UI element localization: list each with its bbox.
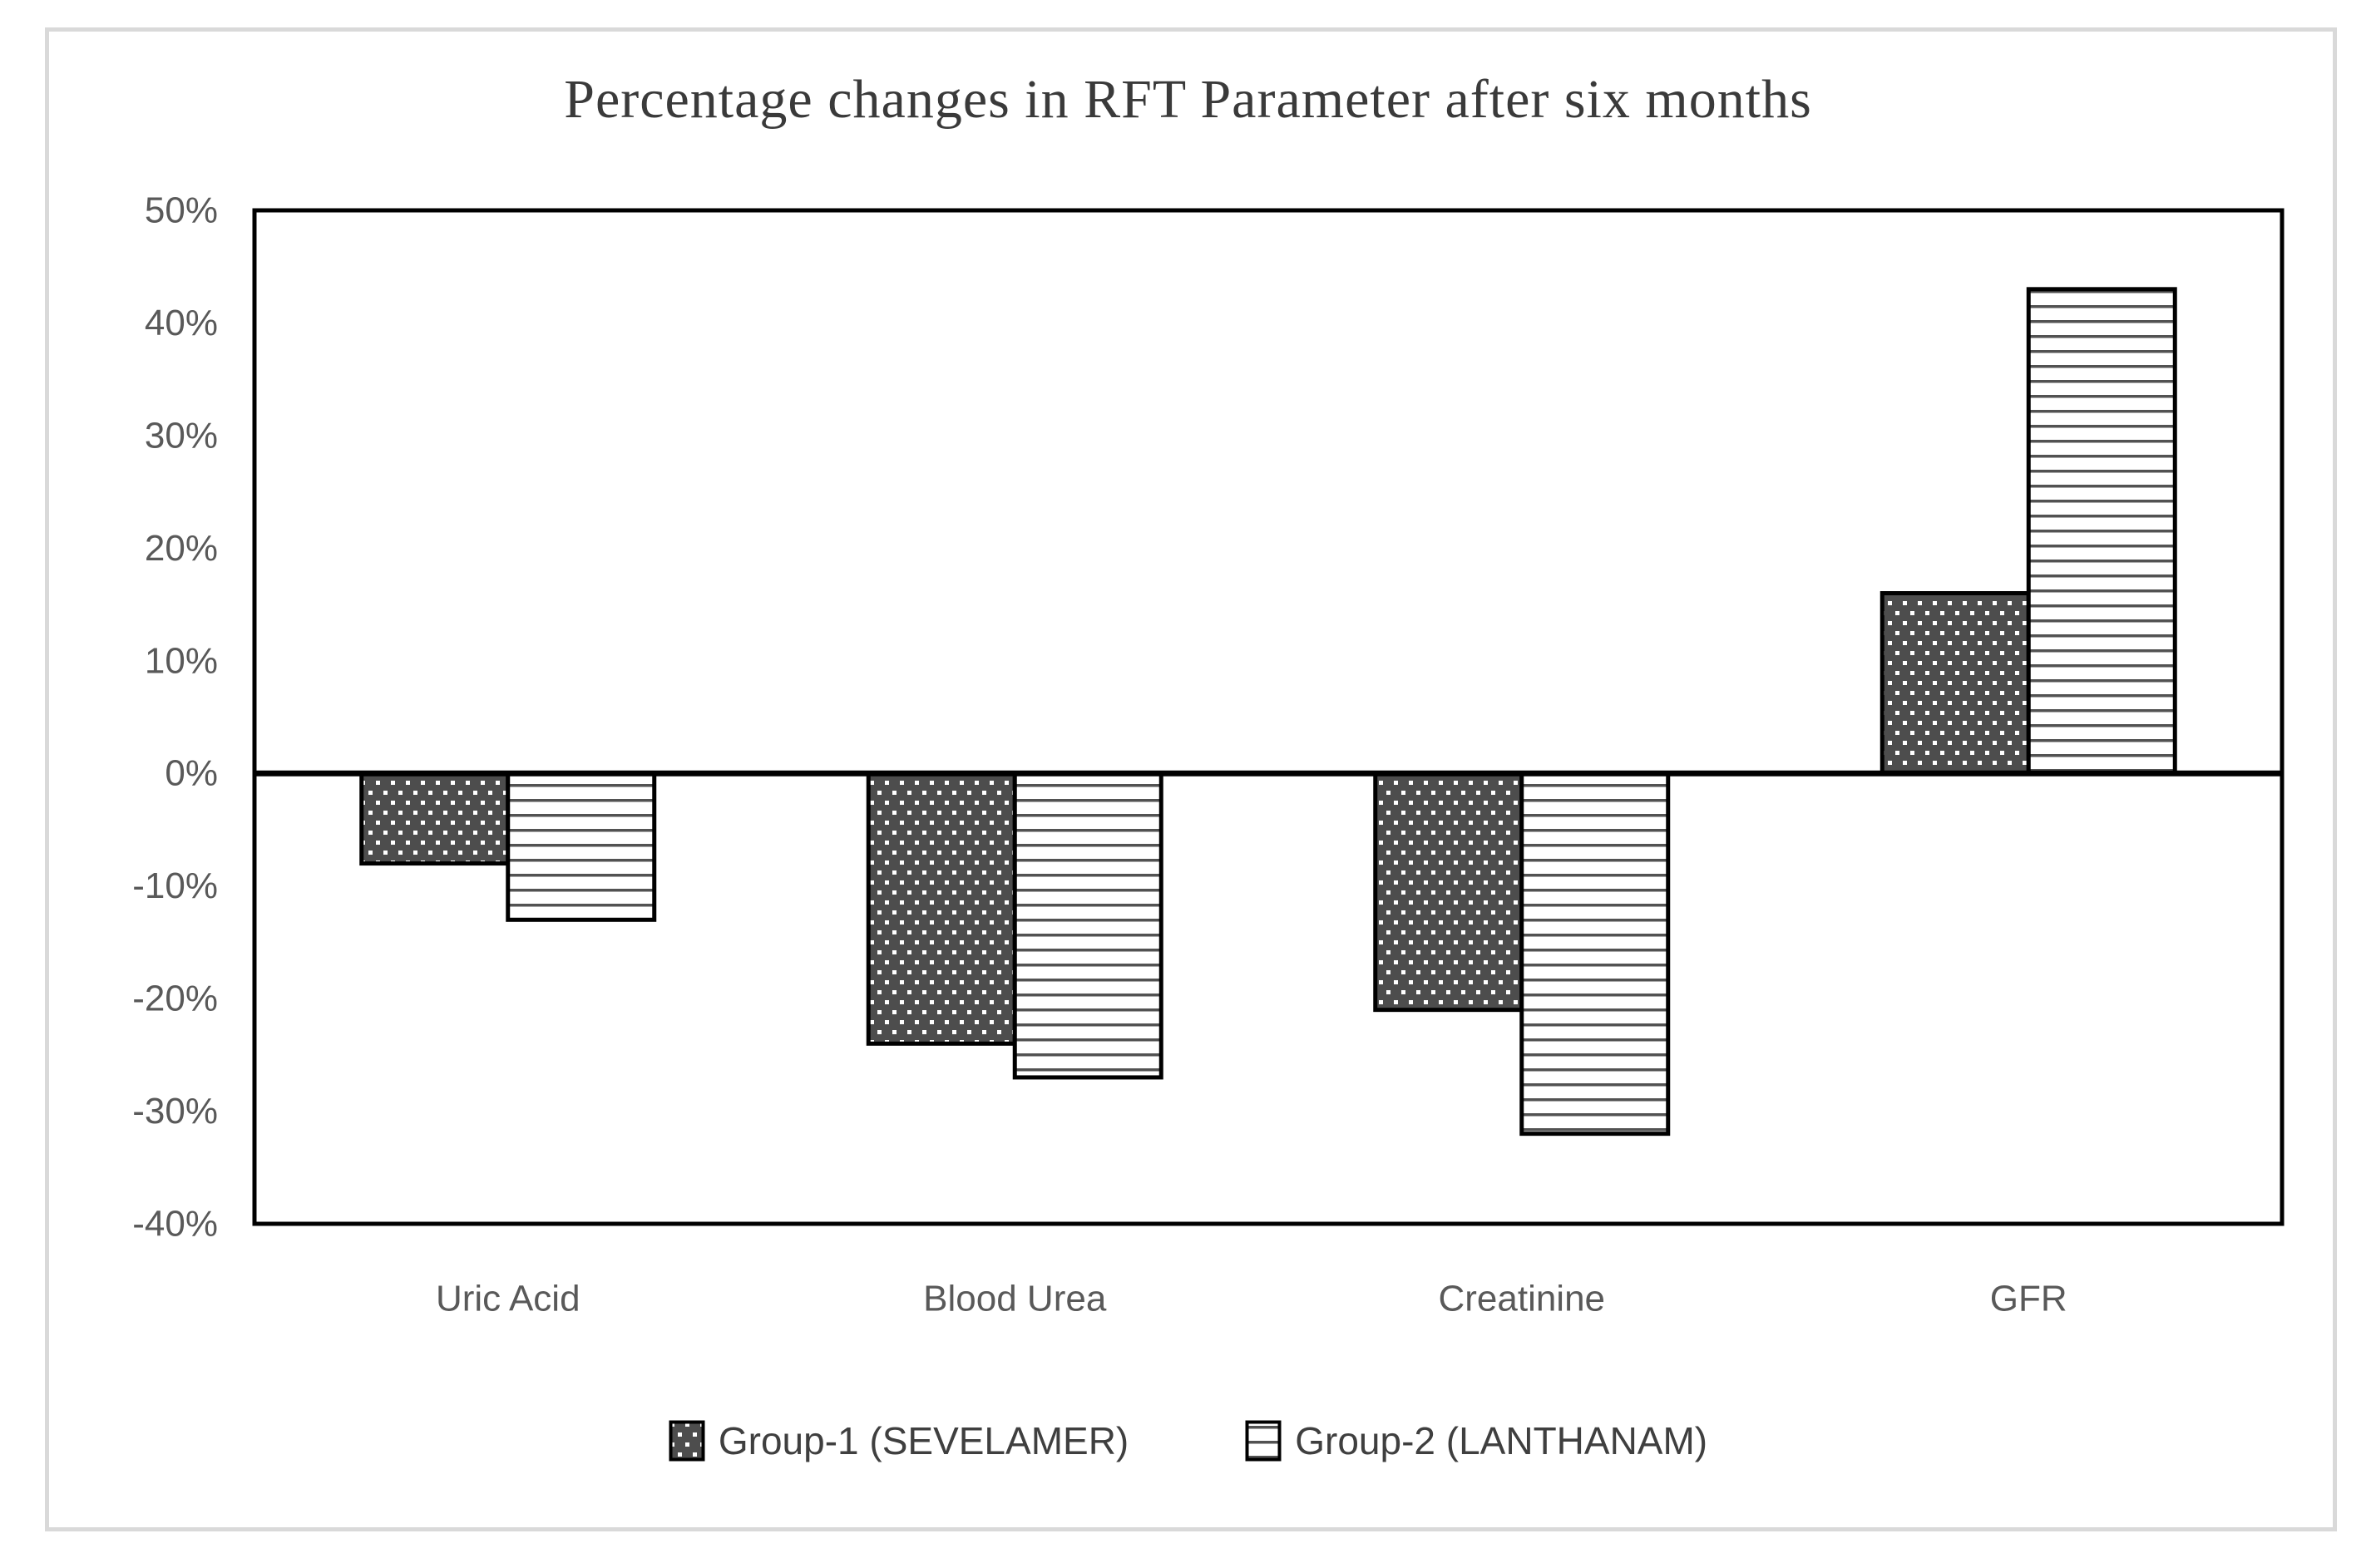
legend-item-group1: Group-1 (SEVELAMER) [669, 1418, 1129, 1463]
bar-blood-urea-group2 [1012, 771, 1163, 1080]
legend-label-group1: Group-1 (SEVELAMER) [718, 1419, 1129, 1462]
bar-creatinine-group1 [1373, 771, 1524, 1013]
bar-blood-urea-group1 [866, 771, 1017, 1046]
x-category-label: GFR [1990, 1279, 2067, 1319]
legend-label-group2: Group-2 (LANTHANAM) [1295, 1419, 1708, 1462]
y-tick-label: -10% [132, 865, 218, 906]
y-tick-label: -20% [132, 979, 218, 1019]
y-tick-label: 50% [145, 190, 218, 231]
x-category-label: Creatinine [1438, 1279, 1605, 1319]
y-tick-label: -30% [132, 1091, 218, 1132]
x-category-label: Uric Acid [436, 1279, 580, 1319]
bar-creatinine-group2 [1519, 771, 1671, 1137]
bar-uric-acid-group1 [359, 771, 511, 866]
bar-uric-acid-group2 [506, 771, 657, 922]
bar-gfr-group2 [2026, 287, 2177, 776]
bar-gfr-group1 [1880, 591, 2031, 776]
y-tick-label: 20% [145, 528, 218, 569]
y-tick-label: -40% [132, 1204, 218, 1245]
legend-swatch-dots-icon [669, 1420, 705, 1462]
y-tick-label: 40% [145, 303, 218, 343]
y-tick-label: 10% [145, 640, 218, 681]
chart-title: Percentage changes in RFT Parameter afte… [564, 69, 1812, 130]
x-category-label: Blood Urea [923, 1279, 1107, 1319]
y-tick-label: 30% [145, 415, 218, 456]
legend-swatch-stripes-icon [1245, 1420, 1282, 1462]
legend-item-group2: Group-2 (LANTHANAM) [1245, 1418, 1707, 1463]
y-tick-label: 0% [165, 753, 218, 794]
legend: Group-1 (SEVELAMER) Group-2 (LANTHANAM) [0, 1418, 2376, 1463]
plot-border [252, 208, 2285, 1226]
